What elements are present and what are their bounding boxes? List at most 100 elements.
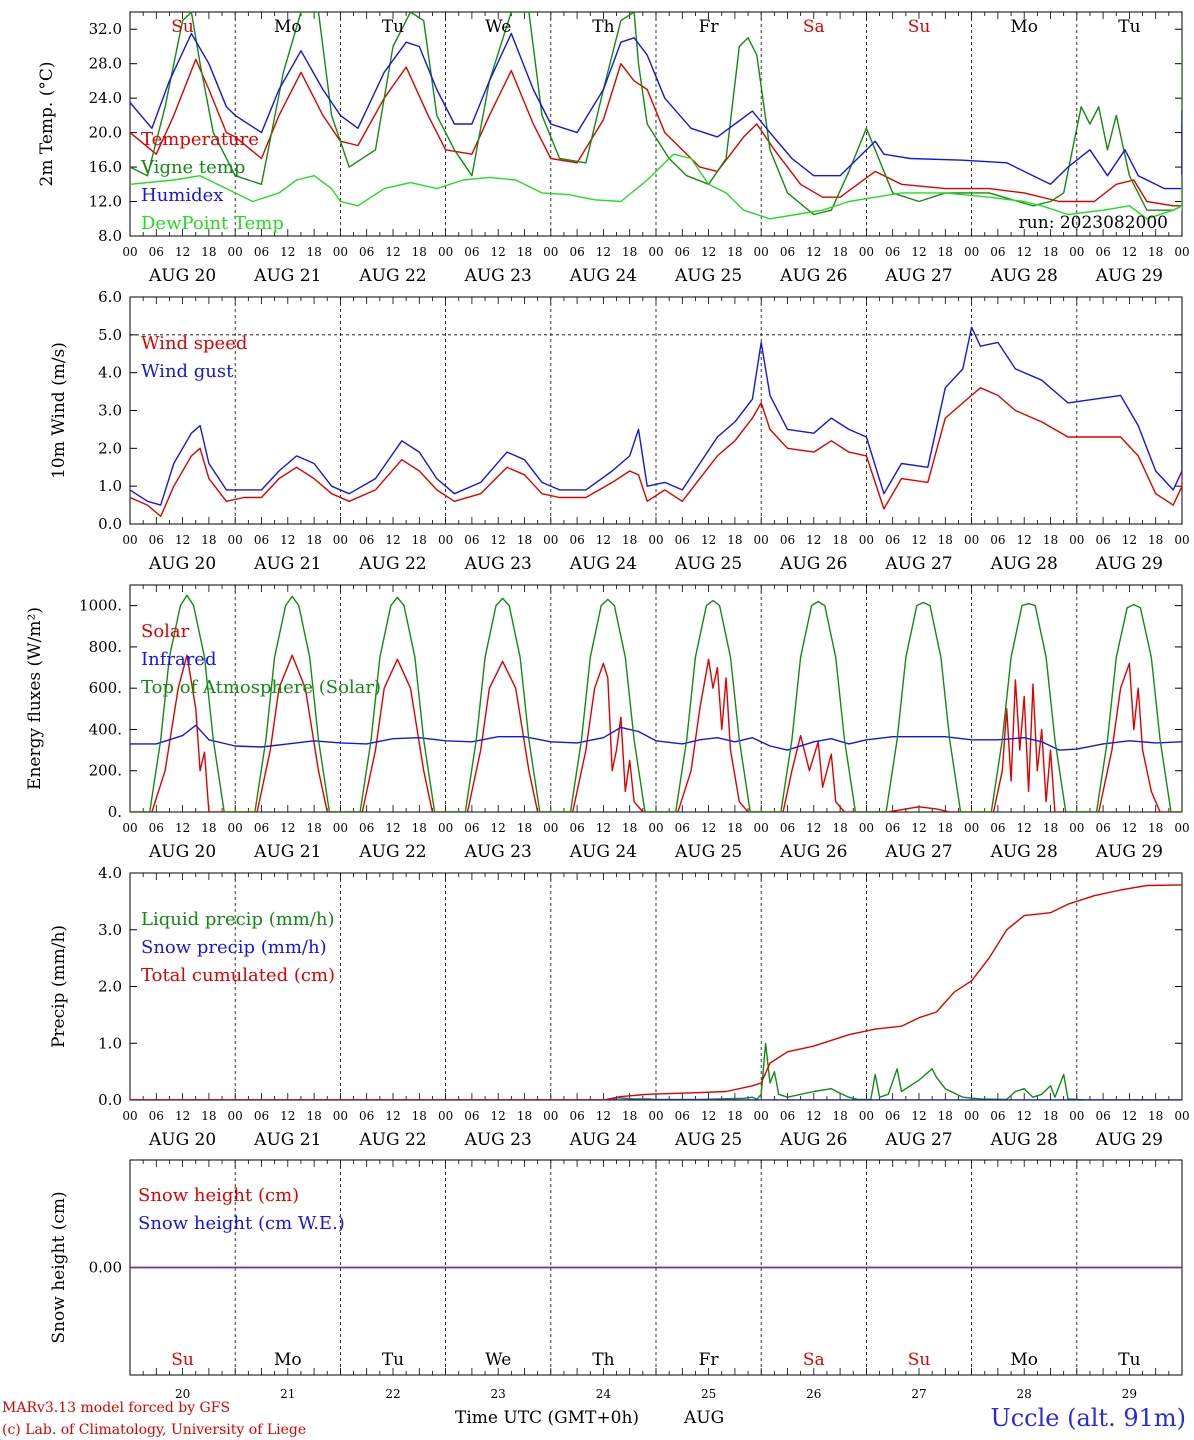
- y-tick-label: 12.0: [89, 193, 122, 211]
- y-tick-label: 4.0: [98, 364, 122, 382]
- hour-label: 12: [1122, 245, 1137, 259]
- hour-label: 00: [754, 821, 769, 835]
- date-label: AUG 25: [674, 554, 742, 574]
- day-number: 27: [911, 1387, 926, 1401]
- date-label: AUG 21: [253, 1130, 321, 1150]
- date-label: AUG 24: [569, 1130, 637, 1150]
- hour-label: 12: [806, 533, 821, 547]
- day-label: Mo: [274, 1350, 302, 1370]
- day-number: 26: [806, 1387, 821, 1401]
- day-number: 23: [491, 1387, 506, 1401]
- hour-label: 12: [911, 533, 926, 547]
- y-tick-label: 0.00: [89, 1259, 122, 1277]
- hour-label: 06: [464, 533, 479, 547]
- hour-label: 00: [333, 1109, 348, 1123]
- day-number: 20: [175, 1387, 190, 1401]
- hour-label: 00: [122, 533, 137, 547]
- hour-label: 18: [727, 821, 742, 835]
- footer-credit-line2: (c) Lab. of Climatology, University of L…: [2, 1422, 306, 1438]
- series-line-2: [130, 724, 1182, 751]
- date-label: AUG 29: [1095, 842, 1163, 862]
- hour-label: 12: [596, 533, 611, 547]
- hour-label: 12: [596, 1109, 611, 1123]
- hour-label: 12: [491, 821, 506, 835]
- hour-label: 12: [806, 821, 821, 835]
- hour-label: 12: [701, 1109, 716, 1123]
- y-tick-label: 0.0: [98, 515, 122, 533]
- y-tick-label: 800.: [89, 638, 122, 656]
- hour-label: 00: [1174, 245, 1189, 259]
- date-label: AUG 21: [253, 554, 321, 574]
- hour-label: 00: [964, 245, 979, 259]
- legend-label: Snow height (cm W.E.): [138, 1213, 345, 1234]
- date-label: AUG 25: [674, 266, 742, 286]
- date-label: AUG 20: [148, 1130, 216, 1150]
- hour-label: 12: [806, 245, 821, 259]
- hour-label: 00: [543, 1109, 558, 1123]
- hour-label: 00: [964, 821, 979, 835]
- legend-label: Temperature: [141, 129, 259, 150]
- day-label: Mo: [1010, 1350, 1038, 1370]
- hour-label: 00: [122, 245, 137, 259]
- date-label: AUG 27: [884, 554, 952, 574]
- date-label: AUG 23: [464, 1130, 532, 1150]
- hour-label: 18: [201, 533, 216, 547]
- y-tick-label: 24.0: [89, 89, 122, 107]
- hour-label: 18: [412, 245, 427, 259]
- day-label: Su: [908, 1350, 931, 1370]
- hour-label: 12: [596, 821, 611, 835]
- hour-label: 06: [885, 821, 900, 835]
- legend-label: Solar: [141, 621, 190, 642]
- date-label: AUG 23: [464, 554, 532, 574]
- hour-label: 06: [569, 245, 584, 259]
- y-tick-label: 28.0: [89, 55, 122, 73]
- hour-label: 12: [911, 1109, 926, 1123]
- hour-label: 00: [122, 821, 137, 835]
- legend-label: Snow height (cm): [138, 1185, 299, 1206]
- day-label: Sa: [803, 1350, 825, 1370]
- hour-label: 12: [175, 245, 190, 259]
- hour-label: 06: [1095, 533, 1110, 547]
- date-label: AUG 24: [569, 554, 637, 574]
- hour-label: 18: [727, 533, 742, 547]
- date-label: AUG 29: [1095, 1130, 1163, 1150]
- hour-label: 18: [201, 1109, 216, 1123]
- hour-label: 18: [412, 821, 427, 835]
- hour-label: 12: [280, 821, 295, 835]
- date-label: AUG 26: [779, 554, 847, 574]
- day-label: Tu: [1118, 17, 1140, 37]
- hour-label: 12: [491, 1109, 506, 1123]
- hour-label: 06: [1095, 245, 1110, 259]
- y-tick-label: 0.: [108, 803, 122, 821]
- day-label: Tu: [1118, 1350, 1140, 1370]
- hour-label: 12: [1017, 245, 1032, 259]
- day-label: Fr: [699, 1350, 720, 1370]
- y-tick-label: 5.0: [98, 326, 122, 344]
- day-number: 28: [1017, 1387, 1032, 1401]
- hour-label: 12: [806, 1109, 821, 1123]
- hour-label: 12: [385, 821, 400, 835]
- date-label: AUG 26: [779, 1130, 847, 1150]
- legend-label: Snow precip (mm/h): [141, 937, 327, 958]
- hour-label: 06: [675, 821, 690, 835]
- hour-label: 00: [438, 1109, 453, 1123]
- hour-label: 18: [727, 245, 742, 259]
- hour-label: 18: [412, 1109, 427, 1123]
- day-label: Mo: [274, 17, 302, 37]
- date-label: AUG 29: [1095, 554, 1163, 574]
- hour-label: 12: [280, 245, 295, 259]
- date-label: AUG 23: [464, 266, 532, 286]
- hour-label: 12: [701, 821, 716, 835]
- series-line-1: [130, 58, 1182, 207]
- hour-label: 00: [333, 245, 348, 259]
- hour-label: 18: [622, 1109, 637, 1123]
- legend-label: Wind gust: [141, 361, 234, 382]
- hour-label: 18: [622, 533, 637, 547]
- panel-3: 0. 200. 400. 600. 800. 1000. Energy fluxes (W/…: [25, 584, 1190, 862]
- hour-label: 06: [359, 533, 374, 547]
- date-label: AUG 27: [884, 842, 952, 862]
- y-tick-label: 3.0: [98, 921, 122, 939]
- hour-label: 12: [175, 1109, 190, 1123]
- day-label: Th: [592, 17, 614, 37]
- hour-label: 00: [754, 533, 769, 547]
